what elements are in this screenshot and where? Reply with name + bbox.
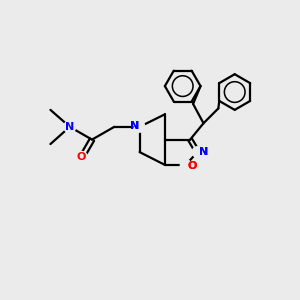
Circle shape xyxy=(64,121,76,133)
Text: O: O xyxy=(188,161,197,171)
Circle shape xyxy=(134,122,145,132)
Text: N: N xyxy=(130,121,139,131)
Circle shape xyxy=(180,160,191,170)
Text: N: N xyxy=(200,147,209,157)
Text: O: O xyxy=(77,152,86,162)
Text: N: N xyxy=(130,121,139,131)
Text: O: O xyxy=(188,161,197,171)
Circle shape xyxy=(192,147,203,158)
Text: N: N xyxy=(65,122,74,132)
Circle shape xyxy=(76,152,88,164)
Text: N: N xyxy=(200,147,209,157)
